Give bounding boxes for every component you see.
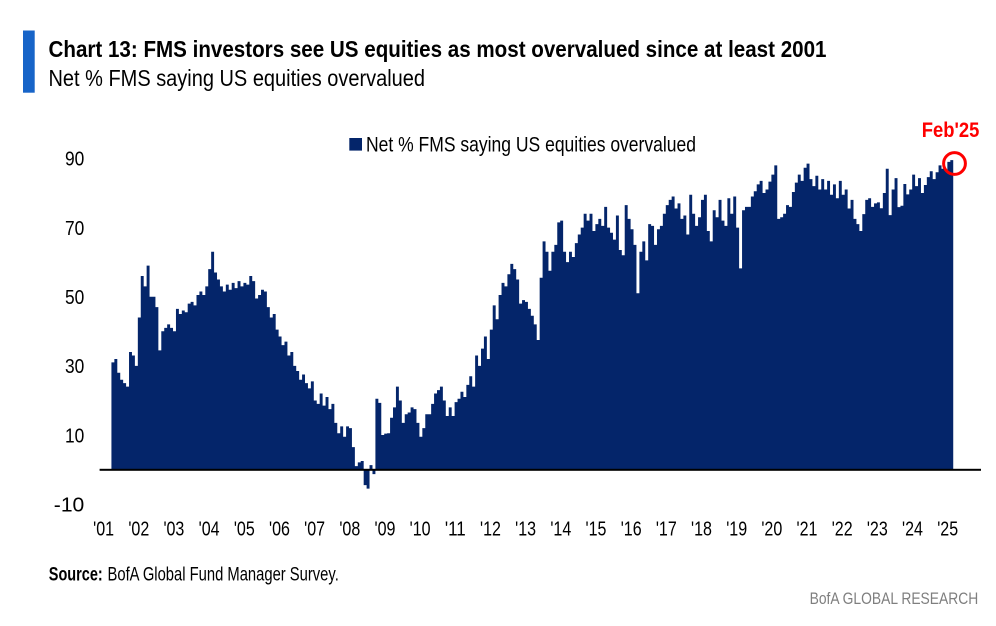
svg-text:'08: '08 bbox=[339, 518, 360, 540]
svg-text:'06: '06 bbox=[269, 518, 290, 540]
svg-text:'10: '10 bbox=[410, 518, 431, 540]
svg-text:'13: '13 bbox=[515, 518, 536, 540]
svg-text:'04: '04 bbox=[199, 518, 220, 540]
svg-text:'03: '03 bbox=[163, 518, 184, 540]
svg-text:30: 30 bbox=[65, 356, 84, 378]
svg-text:'25: '25 bbox=[937, 518, 958, 540]
svg-text:Net % FMS saying US equities o: Net % FMS saying US equities overvalued bbox=[366, 133, 696, 156]
svg-text:'19: '19 bbox=[726, 518, 747, 540]
svg-text:BofA GLOBAL RESEARCH: BofA GLOBAL RESEARCH bbox=[810, 589, 979, 608]
svg-text:'16: '16 bbox=[621, 518, 642, 540]
svg-text:Feb'25: Feb'25 bbox=[922, 119, 980, 142]
svg-text:'14: '14 bbox=[550, 518, 571, 540]
svg-text:'23: '23 bbox=[867, 518, 888, 540]
svg-text:'15: '15 bbox=[586, 518, 607, 540]
svg-text:90: 90 bbox=[65, 149, 84, 171]
svg-text:'20: '20 bbox=[761, 518, 782, 540]
svg-text:'01: '01 bbox=[93, 518, 114, 540]
svg-text:'24: '24 bbox=[902, 518, 923, 540]
svg-text:Source:: Source: bbox=[49, 565, 103, 586]
svg-text:70: 70 bbox=[65, 218, 84, 240]
svg-text:'11: '11 bbox=[445, 518, 466, 540]
svg-text:-10: -10 bbox=[54, 495, 85, 517]
svg-text:'17: '17 bbox=[656, 518, 677, 540]
svg-text:'07: '07 bbox=[304, 518, 325, 540]
svg-text:10: 10 bbox=[65, 425, 84, 447]
svg-text:'12: '12 bbox=[480, 518, 501, 540]
svg-text:'02: '02 bbox=[128, 518, 149, 540]
svg-text:Net % FMS saying US equities o: Net % FMS saying US equities overvalued bbox=[49, 65, 426, 91]
svg-text:Chart 13: FMS investors see US: Chart 13: FMS investors see US equities … bbox=[49, 36, 827, 62]
svg-text:'05: '05 bbox=[234, 518, 255, 540]
svg-text:'09: '09 bbox=[375, 518, 396, 540]
svg-text:'18: '18 bbox=[691, 518, 712, 540]
svg-text:'21: '21 bbox=[797, 518, 818, 540]
svg-text:50: 50 bbox=[65, 287, 84, 309]
svg-text:BofA Global Fund Manager Surve: BofA Global Fund Manager Survey. bbox=[108, 565, 339, 586]
svg-text:'22: '22 bbox=[832, 518, 853, 540]
